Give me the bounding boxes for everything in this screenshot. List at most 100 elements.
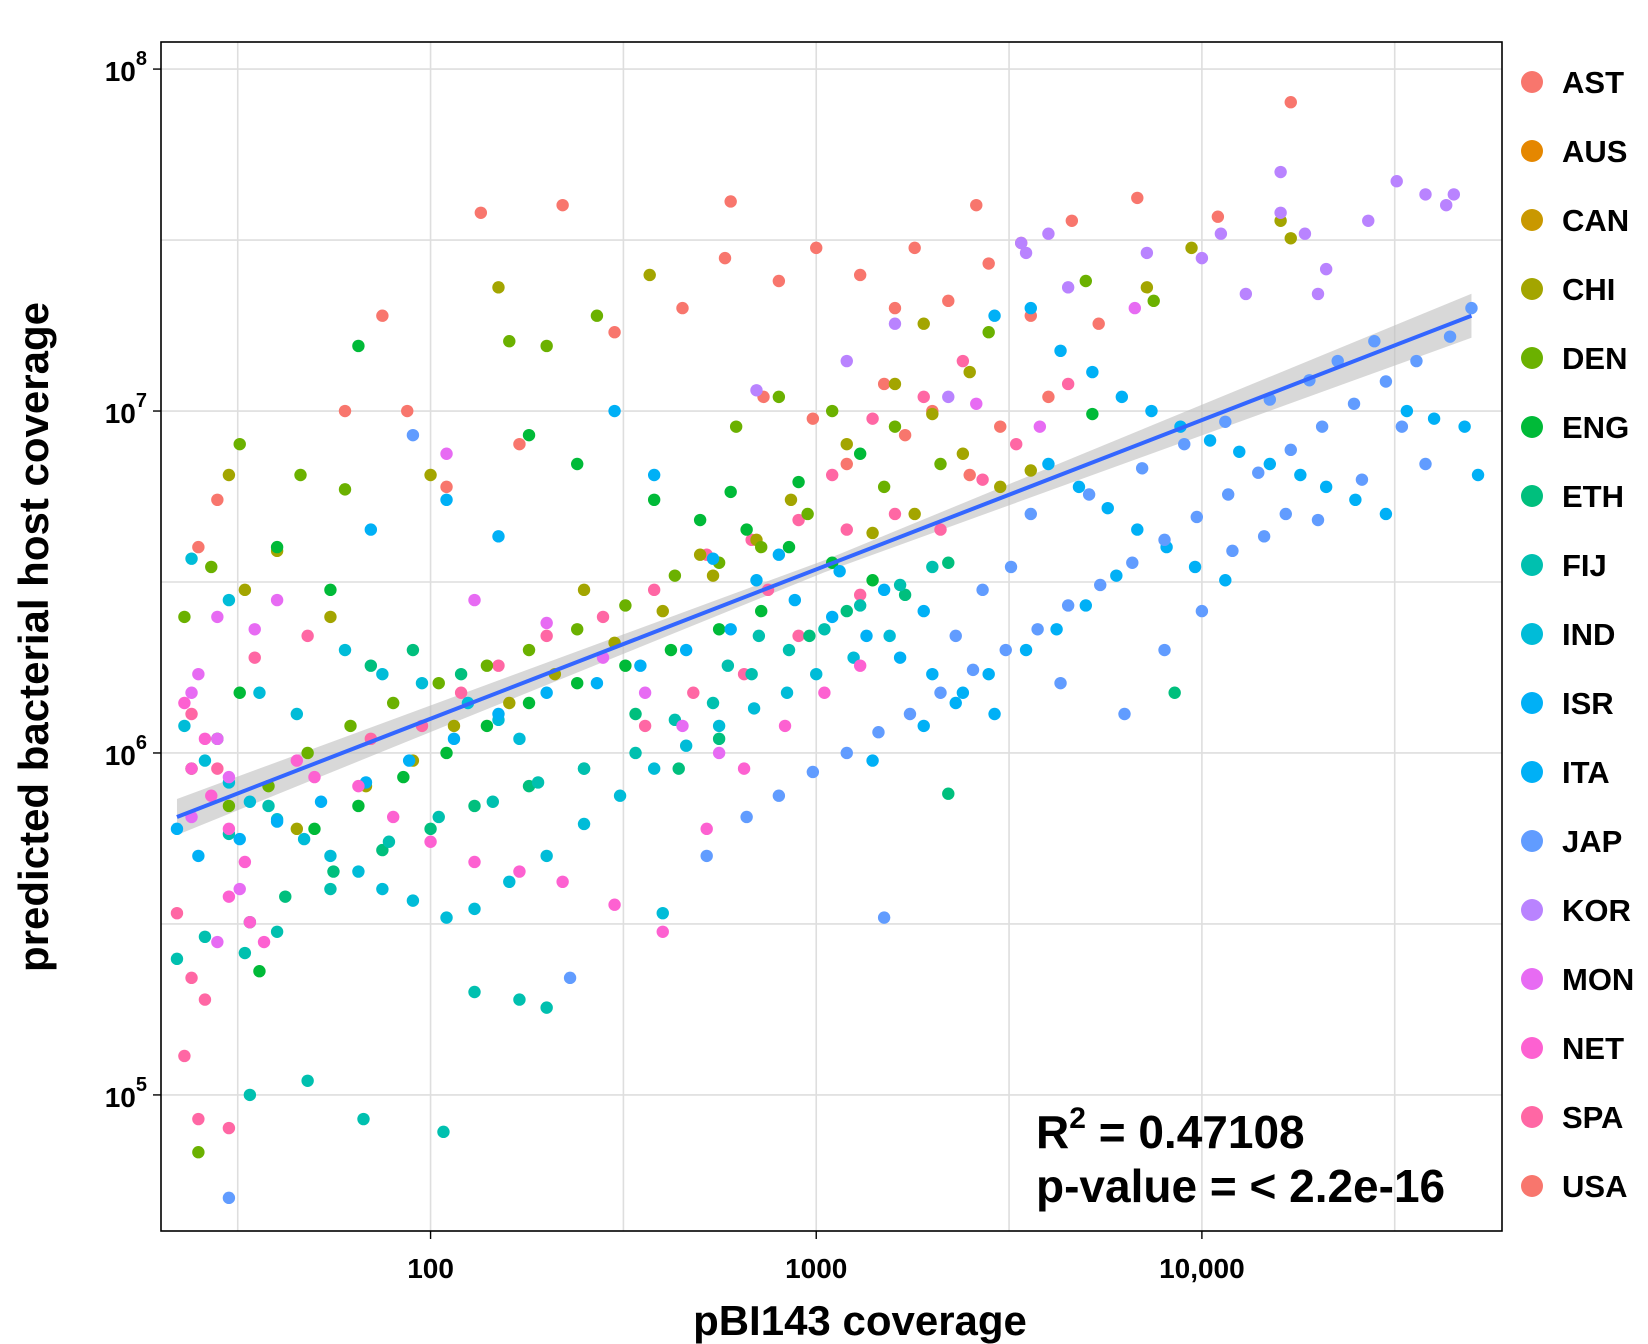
data-point (454, 686, 468, 699)
data-point (382, 835, 396, 848)
data-point (810, 667, 823, 681)
data-point (198, 732, 212, 746)
data-point (211, 493, 224, 507)
data-point (401, 404, 414, 418)
data-point (540, 686, 553, 699)
data-point (308, 822, 321, 836)
data-point (270, 540, 284, 554)
data-point (934, 686, 947, 699)
data-point (513, 437, 526, 451)
data-point (238, 946, 252, 960)
data-point (792, 513, 805, 527)
data-point (1379, 375, 1393, 388)
data-point (778, 719, 792, 733)
data-point (1042, 457, 1055, 471)
fit-line-group (176, 313, 1473, 819)
legend-label: CHI (1562, 272, 1615, 307)
legend-label: KOR (1562, 893, 1631, 928)
data-point (1347, 397, 1361, 410)
data-point (780, 686, 794, 699)
data-point (540, 339, 553, 353)
data-point (1050, 623, 1063, 636)
data-point (1033, 420, 1047, 433)
data-point (1031, 623, 1044, 636)
data-point (1131, 191, 1144, 205)
data-point (357, 1112, 370, 1126)
data-point (679, 643, 693, 657)
data-point (1145, 404, 1158, 418)
data-point (468, 855, 481, 869)
data-point (540, 1001, 553, 1014)
data-point (406, 643, 420, 657)
legend-marker (1521, 899, 1543, 921)
data-point (917, 604, 930, 618)
data-point (1054, 344, 1067, 358)
data-point (638, 719, 652, 733)
data-point (474, 206, 488, 219)
data-point (1115, 390, 1129, 404)
data-point (540, 616, 553, 630)
data-point (1211, 210, 1225, 223)
data-point (1158, 533, 1171, 547)
data-point (976, 473, 989, 486)
data-point (898, 588, 912, 602)
data-point (956, 354, 970, 368)
data-point (740, 523, 753, 536)
data-point (577, 762, 591, 775)
data-point (877, 583, 891, 597)
data-point (999, 643, 1012, 657)
data-point (1284, 443, 1297, 457)
data-point (192, 1145, 205, 1159)
data-point (185, 686, 198, 699)
data-point (825, 610, 839, 624)
data-point (211, 935, 224, 949)
data-point (1349, 493, 1362, 507)
data-point (192, 667, 205, 681)
data-point (1118, 707, 1131, 721)
data-point (706, 552, 720, 565)
data-point (1082, 488, 1096, 501)
data-point (1054, 676, 1067, 690)
data-point (513, 993, 526, 1006)
data-point (1015, 236, 1028, 250)
data-point (1042, 227, 1055, 240)
data-point (192, 1112, 205, 1126)
y-axis-ticks: 105 106 107 108 (105, 48, 161, 1113)
data-point (1190, 510, 1203, 524)
data-point (810, 241, 823, 255)
data-point (1315, 420, 1329, 433)
data-point (253, 686, 266, 699)
data-point (192, 540, 205, 554)
data-point (676, 719, 689, 733)
data-point (1079, 599, 1092, 612)
data-point (860, 629, 873, 643)
data-point (596, 610, 610, 624)
data-point (1126, 556, 1139, 569)
y-tick-label: 105 (105, 1074, 147, 1113)
legend-marker (1521, 1175, 1543, 1197)
data-point (590, 309, 604, 322)
legend-marker (1521, 554, 1543, 576)
data-point (205, 560, 218, 574)
data-point (406, 428, 420, 442)
legend-marker (1521, 968, 1543, 990)
data-point (1319, 262, 1333, 276)
legend-marker (1521, 761, 1543, 783)
data-point (866, 574, 879, 587)
data-point (994, 480, 1007, 494)
data-point (248, 623, 261, 636)
data-point (1311, 287, 1325, 301)
legend-label: ENG (1562, 410, 1629, 445)
data-point (314, 795, 328, 808)
data-point (949, 696, 962, 710)
data-point (324, 610, 337, 624)
data-point (1147, 294, 1160, 308)
data-point (1355, 473, 1369, 486)
data-point (270, 925, 284, 938)
data-point (1221, 488, 1235, 501)
data-point (724, 195, 737, 208)
data-point (792, 629, 805, 643)
data-point (840, 354, 853, 368)
data-point (1019, 246, 1033, 260)
data-point (729, 420, 743, 433)
